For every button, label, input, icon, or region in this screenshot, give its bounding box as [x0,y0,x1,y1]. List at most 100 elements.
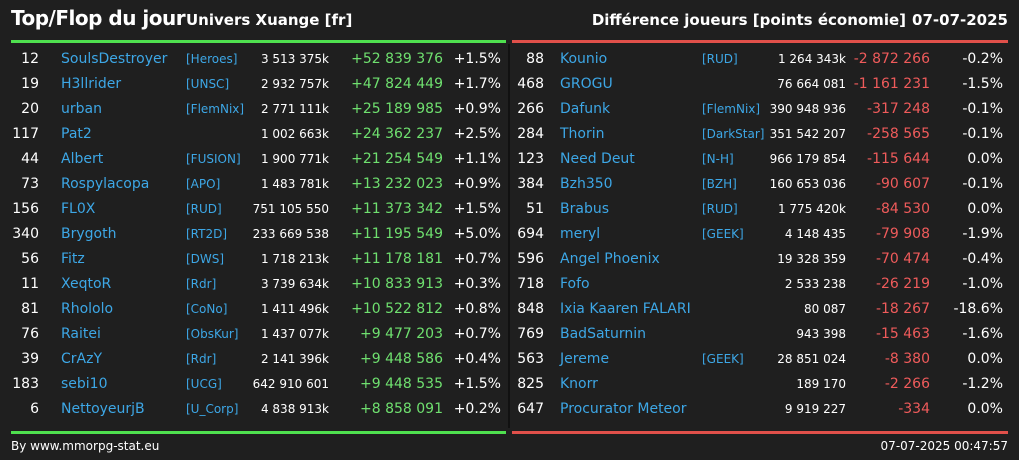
flop-row: 647 Procurator Meteor 9 919 227 -334 0.0% [512,397,1008,422]
alliance-tag-link[interactable]: [RUD] [702,202,738,216]
diff-cell: -258 565 [867,126,930,142]
player-name-link[interactable]: BadSaturnin [560,326,647,342]
alliance-tag-link[interactable]: [RT2D] [186,227,228,241]
flop-row: 718 Fofo 2 533 238 -26 219 -1.0% [512,272,1008,297]
flop-row: 284 Thorin [DarkStar] 351 542 207 -258 565 -0… [512,122,1008,147]
points-cell: 1 483 781k [260,177,329,191]
player-name-link[interactable]: Albert [61,151,104,167]
flop-row: 596 Angel Phoenix 19 328 359 -70 474 -0.4% [512,247,1008,272]
percent-cell: 0.0% [967,201,1003,217]
alliance-tag-link[interactable]: [BZH] [702,177,737,191]
percent-cell: +1.5% [453,51,501,67]
player-name-link[interactable]: Ixia Kaaren FALARI [560,301,691,317]
top-row: 19 H3llrider [UNSC] 2 932 757k +47 824 449 +1… [11,72,506,97]
top-row: 73 Rospylacopa [APO] 1 483 781k +13 232 023 +… [11,172,506,197]
alliance-tag-link[interactable]: [N-H] [702,152,734,166]
player-name-link[interactable]: SoulsDestroyer [61,51,168,67]
alliance-tag-link[interactable]: [RUD] [186,202,222,216]
player-name-link[interactable]: Thorin [560,126,605,142]
diff-cell: +11 195 549 [351,226,443,242]
player-name-link[interactable]: Brygoth [61,226,117,242]
alliance-tag-link[interactable]: [DarkStar] [702,127,765,141]
top-row: 11 XeqtoR [Rdr] 3 739 634k +10 833 913 +0.3% [11,272,506,297]
player-name-link[interactable]: Pat2 [61,126,92,142]
alliance-tag-link[interactable]: [FlemNix] [702,102,761,116]
top-row: 56 Fitz [DWS] 1 718 213k +11 178 181 +0.7% [11,247,506,272]
player-name-link[interactable]: NettoyeurjB [61,401,145,417]
percent-cell: -1.5% [962,76,1003,92]
alliance-tag-link[interactable]: [GEEK] [702,227,744,241]
flop-accent-bar [512,40,1008,43]
rank-cell: 596 [517,251,544,267]
points-cell: 2 141 396k [260,352,329,366]
diff-cell: -115 644 [867,151,930,167]
alliance-tag-link[interactable]: [DWS] [186,252,225,266]
points-cell: 751 105 550 [252,202,329,216]
percent-cell: +0.8% [453,301,501,317]
alliance-tag-link[interactable]: [Rdr] [186,352,217,366]
alliance-tag-link[interactable]: [Heroes] [186,52,238,66]
player-name-link[interactable]: Fofo [560,276,590,292]
rank-cell: 718 [517,276,544,292]
diff-cell: +47 824 449 [351,76,443,92]
points-cell: 966 179 854 [769,152,846,166]
points-cell: 76 664 081 [777,77,846,91]
player-name-link[interactable]: H3llrider [61,76,122,92]
player-name-link[interactable]: Bzh350 [560,176,613,192]
player-name-link[interactable]: CrAzY [61,351,103,367]
alliance-tag-link[interactable]: [GEEK] [702,352,744,366]
top-row: 20 urban [FlemNix] 2 771 111k +25 189 985 +0.… [11,97,506,122]
diff-cell: -84 530 [875,201,930,217]
alliance-tag-link[interactable]: [CoNo] [186,302,228,316]
top-row: 340 Brygoth [RT2D] 233 669 538 +11 195 549 +5… [11,222,506,247]
top-bottom-bar [11,431,506,434]
player-name-link[interactable]: Dafunk [560,101,611,117]
flop-row: 266 Dafunk [FlemNix] 390 948 936 -317 248 -0.… [512,97,1008,122]
rank-cell: 340 [12,226,39,242]
player-name-link[interactable]: Rospylacopa [61,176,150,192]
player-name-link[interactable]: Jereme [560,351,610,367]
player-name-link[interactable]: Raitei [61,326,101,342]
diff-cell: -334 [898,401,930,417]
points-cell: 189 170 [796,377,846,391]
points-cell: 1 437 077k [260,327,329,341]
alliance-tag-link[interactable]: [ObsKur] [186,327,239,341]
alliance-tag-link[interactable]: [UNSC] [186,77,230,91]
alliance-tag-link[interactable]: [FUSION] [186,152,241,166]
alliance-tag-link[interactable]: [RUD] [702,52,738,66]
percent-cell: +5.0% [453,226,501,242]
player-name-link[interactable]: Angel Phoenix [560,251,660,267]
player-name-link[interactable]: GROGU [560,76,613,92]
player-name-link[interactable]: sebi10 [61,376,108,392]
rank-cell: 123 [517,151,544,167]
player-name-link[interactable]: XeqtoR [61,276,112,292]
diff-cell: -317 248 [867,101,930,117]
player-name-link[interactable]: Need Deut [560,151,635,167]
points-cell: 1 900 771k [260,152,329,166]
diff-cell: -70 474 [875,251,930,267]
rank-cell: 384 [517,176,544,192]
timestamp-text: 07-07-2025 00:47:57 [880,439,1008,453]
player-name-link[interactable]: Brabus [560,201,609,217]
player-name-link[interactable]: Fitz [61,251,85,267]
player-name-link[interactable]: meryl [560,226,601,242]
percent-cell: -0.2% [962,51,1003,67]
alliance-tag-link[interactable]: [Rdr] [186,277,217,291]
alliance-tag-link[interactable]: [UCG] [186,377,222,391]
percent-cell: -18.6% [953,301,1003,317]
top-accent-bar [11,40,506,43]
player-name-link[interactable]: FL0X [61,201,96,217]
top-row: 183 sebi10 [UCG] 642 910 601 +9 448 535 +1.5% [11,372,506,397]
alliance-tag-link[interactable]: [U_Corp] [186,402,239,416]
player-name-link[interactable]: Procurator Meteor [560,401,687,417]
player-name-link[interactable]: Rhololo [61,301,114,317]
player-name-link[interactable]: urban [61,101,102,117]
alliance-tag-link[interactable]: [APO] [186,177,221,191]
flop-row: 384 Bzh350 [BZH] 160 653 036 -90 607 -0.1% [512,172,1008,197]
alliance-tag-link[interactable]: [FlemNix] [186,102,245,116]
rank-cell: 848 [517,301,544,317]
rank-cell: 12 [21,51,39,67]
player-name-link[interactable]: Kounio [560,51,608,67]
player-name-link[interactable]: Knorr [560,376,598,392]
points-cell: 2 771 111k [260,102,329,116]
